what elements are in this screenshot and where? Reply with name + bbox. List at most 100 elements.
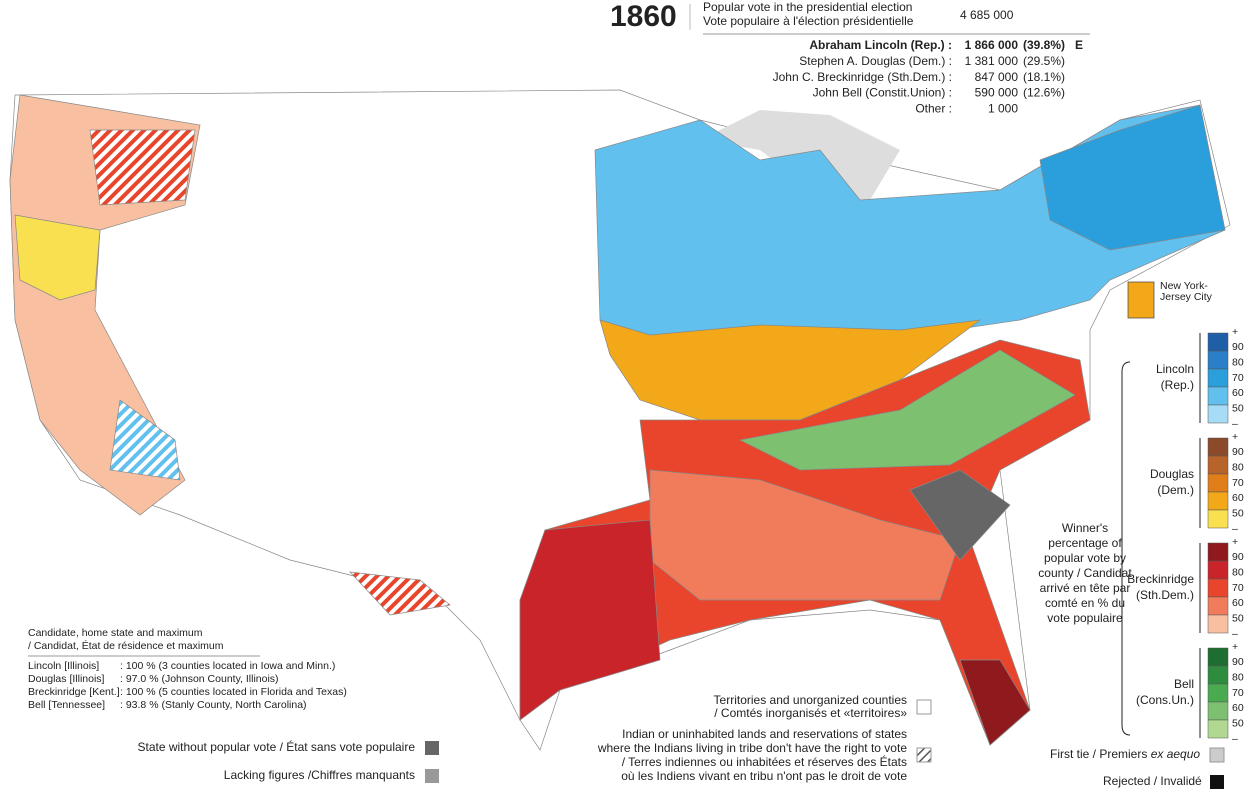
candidate-votes: 847 000	[975, 70, 1019, 84]
swatch	[916, 699, 932, 715]
note: First tie / Premiers ex aequo	[1050, 747, 1200, 761]
scale-swatch	[1207, 473, 1229, 493]
inset-label: New York-	[1160, 280, 1208, 292]
note: where the Indians living in tribe don't …	[597, 741, 907, 755]
border-bell	[738, 349, 1076, 471]
scale-tick: 50	[1232, 612, 1244, 624]
scale-swatch	[1207, 647, 1229, 667]
note: / Terres indiennes ou inhabitées et rése…	[622, 754, 907, 769]
candidate-name: Other :	[915, 101, 952, 115]
swatch	[1210, 775, 1224, 789]
max-value: : 93.8 % (Stanly County, North Carolina)	[120, 699, 307, 711]
caption: arrivé en tête par	[1040, 581, 1131, 595]
scale-swatch	[1207, 455, 1229, 475]
texas-indian-land	[349, 571, 451, 616]
scale-label: Douglas	[1150, 467, 1194, 481]
swatch	[916, 747, 932, 763]
note: où les Indiens vivant en tribu n'ont pas…	[621, 769, 907, 783]
note-part: ex aequo	[1151, 747, 1201, 761]
scale-tick: –	[1232, 418, 1238, 430]
swatch	[425, 769, 439, 783]
max-candidate: Douglas [Illinois]	[28, 673, 105, 685]
maximum-box: Candidate, home state and maximum / Cand…	[28, 627, 260, 657]
swatch	[1209, 747, 1225, 763]
scale-label: Bell	[1174, 677, 1194, 691]
scale-tick: –	[1232, 628, 1238, 640]
caption: vote populaire	[1047, 611, 1123, 625]
elected-mark: E	[1075, 38, 1083, 52]
south-carolina	[909, 469, 1011, 561]
note: / Comtés inorganisés et «territoires»	[714, 706, 907, 720]
max-value: : 100 % (5 counties located in Florida a…	[120, 686, 347, 698]
candidate-share: (18.1%)	[1023, 70, 1065, 84]
scale-tick: 70	[1232, 372, 1244, 384]
scale-tick: 70	[1232, 582, 1244, 594]
caption: Winner's	[1062, 521, 1108, 535]
vote-label-en: Popular vote in the presidential electio…	[703, 0, 912, 14]
max-value: : 97.0 % (Johnson County, Illinois)	[120, 673, 279, 685]
candidate-name: Abraham Lincoln (Rep.) :	[809, 38, 952, 52]
scale-tick: +	[1232, 536, 1238, 548]
scale-label: (Rep.)	[1161, 378, 1194, 392]
note: Rejected / Invalidé	[1103, 774, 1202, 788]
california-yellow	[14, 214, 101, 301]
scale-tick: –	[1232, 523, 1238, 535]
scale-swatch	[1207, 332, 1229, 352]
scale-swatch	[1207, 701, 1229, 721]
max-candidate: Breckinridge [Kent.]	[28, 686, 120, 698]
note: Lacking figures /Chiffres manquants	[224, 768, 415, 782]
scale-tick: 50	[1232, 507, 1244, 519]
scale-label: (Cons.Un.)	[1136, 693, 1194, 707]
scale-swatch	[1207, 350, 1229, 370]
scale-tick: 80	[1232, 356, 1244, 368]
scale-swatch	[1207, 578, 1229, 598]
scale-swatch	[1207, 719, 1229, 739]
scale-tick: 50	[1232, 402, 1244, 414]
scale-tick: 80	[1232, 671, 1244, 683]
new-england	[1039, 104, 1226, 251]
scale-tick: +	[1232, 431, 1238, 443]
scale-swatch	[1207, 509, 1229, 529]
scale-label: Lincoln	[1156, 362, 1194, 376]
max-rows: Lincoln [Illinois] : 100 % (3 counties lo…	[28, 660, 347, 711]
scale-swatch	[1207, 596, 1229, 616]
vote-label-fr: Vote populaire à l'élection présidentiel…	[703, 14, 914, 28]
florida-max	[959, 659, 1031, 746]
oregon-hatch	[89, 129, 196, 206]
scale-tick: 70	[1232, 687, 1244, 699]
max-candidate: Lincoln [Illinois]	[28, 660, 99, 672]
candidate-share: (29.5%)	[1023, 54, 1065, 68]
lower-south-light	[649, 469, 961, 601]
candidate-name: Stephen A. Douglas (Dem.) :	[799, 54, 952, 68]
inset-label: Jersey City	[1160, 291, 1213, 303]
scale-tick: 80	[1232, 461, 1244, 473]
note-part: First tie / Premiers	[1050, 747, 1151, 761]
scale-tick: 50	[1232, 717, 1244, 729]
california-blue	[109, 399, 181, 481]
scale-swatch	[1207, 560, 1229, 580]
scale-swatch	[1207, 614, 1229, 634]
scale-swatch	[1207, 404, 1229, 424]
max-candidate: Bell [Tennessee]	[28, 699, 105, 711]
note: Indian or uninhabited lands and reservat…	[622, 727, 907, 741]
results: Abraham Lincoln (Rep.) : 1 866 000 (39.8%)…	[773, 38, 1083, 115]
caption-bracket	[1121, 361, 1131, 736]
scale-swatch	[1207, 437, 1229, 457]
max-value: : 100 % (3 counties located in Iowa and …	[120, 660, 335, 672]
scale-tick: 60	[1232, 597, 1244, 609]
candidate-share: (39.8%)	[1023, 38, 1065, 52]
swatch	[425, 741, 439, 755]
scale-tick: 70	[1232, 477, 1244, 489]
scale-swatch	[1207, 665, 1229, 685]
scale-tick: –	[1232, 733, 1238, 745]
scale-swatch	[1207, 368, 1229, 388]
candidate-name: John C. Breckinridge (Sth.Dem.) :	[773, 70, 952, 84]
scale-tick: 90	[1232, 656, 1244, 668]
note: Territories and unorganized counties	[714, 693, 907, 707]
note: State without popular vote / État sans v…	[137, 739, 415, 754]
scale-swatch	[1207, 491, 1229, 511]
scale-label: Breckinridge	[1127, 572, 1194, 586]
scale-swatch	[1207, 542, 1229, 562]
max-title: / Candidat, État de résidence et maximum	[28, 639, 224, 652]
scale-label: (Sth.Dem.)	[1136, 588, 1194, 602]
